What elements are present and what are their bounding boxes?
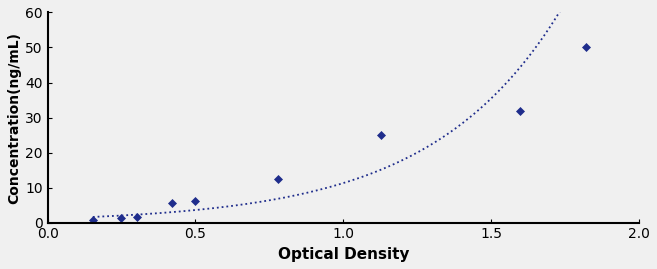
X-axis label: Optical Density: Optical Density <box>278 247 409 262</box>
Y-axis label: Concentration(ng/mL): Concentration(ng/mL) <box>7 31 21 204</box>
